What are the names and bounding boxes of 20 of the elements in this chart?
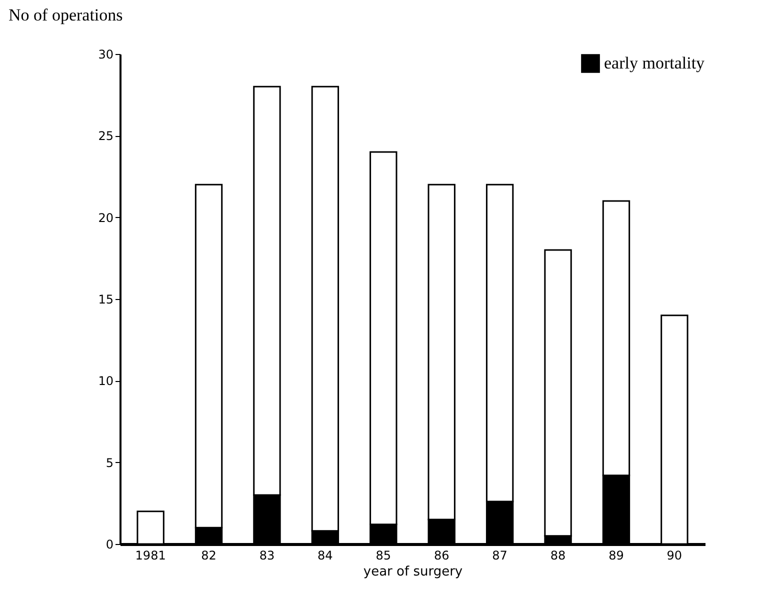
x-tick-label: 89: [608, 548, 624, 562]
y-tick-label: 5: [106, 456, 114, 470]
x-tick-label: 86: [434, 548, 450, 562]
y-tick-label: 0: [106, 538, 114, 552]
y-tick-label: 15: [98, 292, 114, 306]
y-tick-label: 20: [98, 210, 114, 225]
x-tick-label: 83: [259, 548, 275, 562]
x-tick-label: 87: [492, 548, 508, 562]
x-axis-title: year of surgery: [363, 564, 463, 580]
x-tick-label: 88: [550, 548, 566, 562]
y-tick-label: 25: [98, 129, 114, 144]
x-tick-label: 90: [666, 548, 682, 562]
x-tick-label: 82: [201, 548, 216, 562]
legend-label: early mortality: [604, 54, 706, 72]
y-axis-title: No of operations: [8, 6, 123, 24]
x-tick-label: 1981: [135, 548, 166, 562]
x-tick-label: 85: [376, 548, 392, 562]
y-tick-label: 10: [98, 374, 114, 388]
x-tick-label: 84: [318, 548, 333, 562]
y-tick-label: 30: [98, 48, 114, 62]
